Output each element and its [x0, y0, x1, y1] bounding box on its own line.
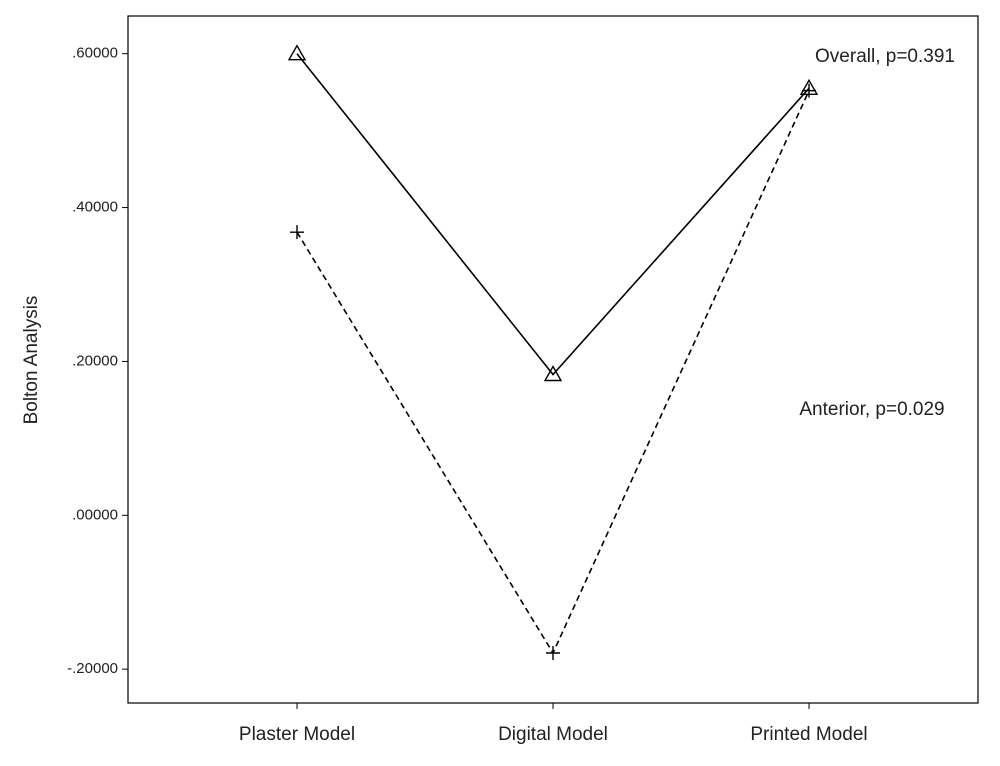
- series-label: Overall, p=0.391: [815, 46, 955, 67]
- y-tick-label: .00000: [72, 506, 118, 523]
- series-label: Anterior, p=0.029: [799, 399, 944, 420]
- marker: [290, 225, 304, 240]
- marker: [802, 83, 816, 98]
- x-tick-label: Printed Model: [750, 724, 867, 745]
- y-axis-label: Bolton Analysis: [21, 296, 42, 425]
- marker: [287, 44, 307, 61]
- series-line: [296, 53, 810, 376]
- marker: [546, 645, 560, 660]
- y-tick-label: -.20000: [67, 660, 118, 677]
- y-tick-label: .20000: [72, 352, 118, 369]
- x-tick-label: Digital Model: [498, 724, 608, 745]
- y-tick-label: .40000: [72, 199, 118, 216]
- x-tick-label: Plaster Model: [239, 724, 355, 745]
- marker: [543, 365, 563, 382]
- y-tick-label: .60000: [72, 45, 118, 62]
